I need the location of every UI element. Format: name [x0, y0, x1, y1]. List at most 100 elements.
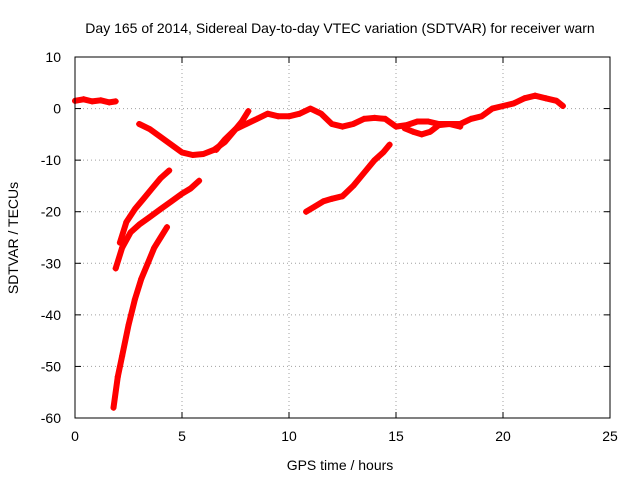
y-tick-label: -20	[41, 204, 61, 220]
data-point	[311, 203, 318, 210]
series-line	[213, 92, 566, 153]
series-track-4	[112, 177, 203, 272]
data-point	[157, 234, 164, 241]
data-point	[243, 121, 250, 128]
series-line	[303, 141, 393, 215]
data-point	[382, 115, 389, 122]
data-point	[296, 110, 303, 117]
data-point	[559, 102, 566, 109]
data-point	[179, 190, 185, 197]
series-track-5	[116, 167, 173, 246]
data-point	[80, 96, 87, 103]
data-point	[435, 122, 442, 129]
data-point	[196, 177, 203, 184]
data-point	[360, 170, 367, 177]
data-point	[213, 146, 220, 153]
data-point	[446, 121, 453, 128]
x-tick-label: 0	[71, 428, 79, 444]
data-point	[189, 151, 196, 158]
data-point	[149, 185, 156, 192]
data-point	[140, 195, 147, 202]
data-point	[157, 206, 164, 213]
grid-lines	[75, 57, 610, 418]
series-track-1	[72, 96, 119, 106]
data-point	[97, 97, 104, 104]
data-point	[187, 185, 194, 192]
y-tick-label: -10	[41, 152, 61, 168]
data-point	[500, 102, 506, 109]
data-point	[328, 195, 335, 202]
data-point	[253, 115, 260, 122]
data-point	[157, 175, 164, 182]
series-track-3	[213, 92, 566, 153]
data-point	[221, 136, 228, 143]
x-tick-label: 10	[281, 428, 297, 444]
data-point	[127, 229, 134, 236]
x-tick-label: 20	[495, 428, 511, 444]
data-point	[418, 131, 425, 138]
y-tick-label: 10	[45, 49, 61, 65]
series-layer	[72, 92, 566, 411]
y-tick-label: -30	[41, 255, 61, 271]
chart-title: Day 165 of 2014, Sidereal Day-to-day VTE…	[85, 20, 594, 36]
data-point	[275, 113, 282, 120]
x-tick-labels: 0 5 10 15 20 25	[71, 428, 618, 444]
data-point	[350, 182, 357, 189]
data-point	[318, 110, 325, 117]
data-point	[457, 123, 464, 130]
data-point	[114, 373, 121, 380]
data-point	[136, 121, 143, 128]
data-point	[542, 95, 549, 102]
data-point	[138, 275, 145, 282]
data-point	[168, 198, 175, 205]
data-point	[320, 198, 327, 205]
data-point	[168, 141, 175, 148]
data-point	[286, 113, 292, 120]
data-point	[146, 213, 153, 220]
data-point	[131, 206, 138, 213]
y-tick-label: -40	[41, 307, 61, 323]
y-tick-label: 0	[53, 101, 61, 117]
data-point	[410, 128, 417, 135]
axis-ticks	[74, 56, 611, 419]
data-point	[393, 123, 399, 130]
data-point	[371, 157, 378, 164]
data-point	[245, 108, 252, 115]
plot-frame	[74, 56, 611, 419]
data-point	[110, 404, 117, 411]
data-point	[553, 97, 560, 104]
x-tick-label: 15	[388, 428, 404, 444]
data-point	[350, 121, 357, 128]
series-line	[110, 224, 170, 411]
data-point	[144, 260, 151, 267]
data-point	[339, 193, 346, 200]
data-point	[166, 167, 173, 174]
y-tick-label: -50	[41, 358, 61, 374]
data-point	[489, 105, 496, 112]
data-point	[119, 353, 126, 360]
data-point	[151, 244, 158, 251]
data-point	[478, 113, 485, 120]
data-point	[112, 98, 119, 105]
data-point	[425, 118, 432, 125]
series-track-8	[401, 121, 464, 138]
data-point	[414, 118, 421, 125]
data-point	[125, 322, 132, 329]
data-point	[360, 115, 367, 122]
data-point	[89, 98, 96, 105]
data-point	[328, 121, 335, 128]
data-point	[532, 92, 539, 99]
data-point	[123, 219, 130, 226]
data-point	[521, 95, 528, 102]
y-tick-labels: -60 -50 -40 -30 -20 -10 0 10	[41, 49, 61, 426]
data-point	[179, 149, 185, 156]
data-point	[116, 239, 123, 246]
data-point	[164, 224, 171, 231]
data-point	[307, 105, 314, 112]
x-axis-label: GPS time / hours	[287, 457, 394, 473]
data-point	[112, 265, 119, 272]
data-point	[510, 100, 517, 107]
y-axis-label: SDTVAR / TECUs	[5, 182, 21, 294]
data-point	[386, 141, 393, 148]
